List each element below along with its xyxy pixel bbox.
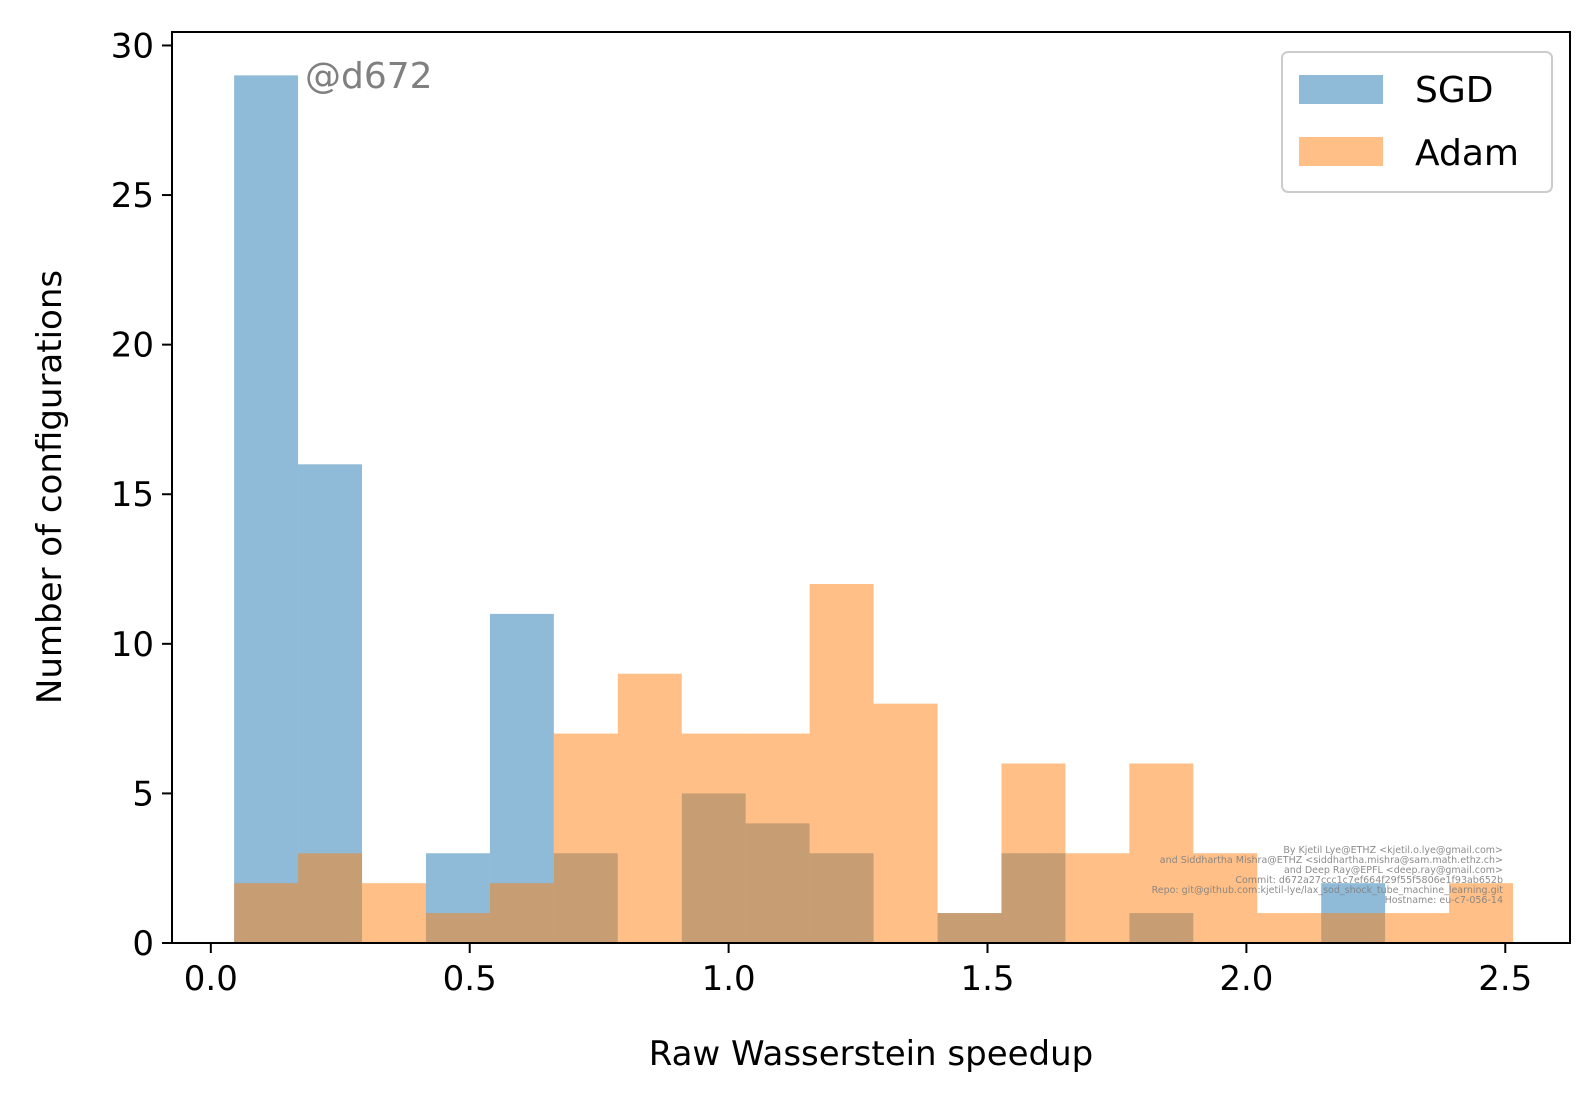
bar-adam-18 xyxy=(1385,913,1450,943)
legend-label-adam: Adam xyxy=(1415,133,1519,174)
bar-adam-1 xyxy=(298,853,363,943)
bar-adam-13 xyxy=(1065,853,1130,943)
credit-line-1: and Siddhartha Mishra@ETHZ <siddhartha.m… xyxy=(1160,855,1503,866)
x-tick-label-1: 0.5 xyxy=(443,959,497,999)
legend-swatch-sgd xyxy=(1299,75,1383,104)
y-tick-label-1: 5 xyxy=(132,774,154,814)
credits-block: By Kjetil Lye@ETHZ <kjetil.o.lye@gmail.c… xyxy=(1152,845,1504,906)
y-tick-label-0: 0 xyxy=(132,924,154,964)
x-tick-label-5: 2.5 xyxy=(1478,959,1532,999)
y-tick-label-5: 25 xyxy=(111,176,154,216)
bar-adam-0 xyxy=(234,883,299,943)
commit-tag-annotation: @d672 xyxy=(305,56,433,97)
credit-line-5: Hostname: eu-c7-056-14 xyxy=(1385,895,1503,906)
bar-adam-12 xyxy=(1001,763,1066,943)
x-tick-label-2: 1.0 xyxy=(702,959,756,999)
bar-adam-7 xyxy=(681,733,746,943)
credit-line-4: Repo: git@github.com:kjetil-lye/lax_sod_… xyxy=(1152,885,1504,896)
bar-adam-16 xyxy=(1257,913,1322,943)
x-tick-label-0: 0.0 xyxy=(184,959,238,999)
y-tick-label-4: 20 xyxy=(111,326,154,366)
bar-adam-19 xyxy=(1449,883,1514,943)
plot-frame xyxy=(171,31,1571,944)
bars-layer xyxy=(234,75,1514,943)
bar-adam-17 xyxy=(1321,913,1386,943)
legend: SGD Adam xyxy=(1281,51,1553,193)
y-tick-label-2: 10 xyxy=(111,625,154,665)
credit-line-3: Commit: d672a27ccc1c7ef664f29f55f5806e1f… xyxy=(1235,875,1503,886)
y-axis-ticks: 0 5 10 15 20 25 30 xyxy=(111,26,172,964)
legend-swatch-adam xyxy=(1299,137,1383,166)
bar-adam-9 xyxy=(809,583,874,943)
x-tick-label-4: 2.0 xyxy=(1219,959,1273,999)
y-tick-label-3: 15 xyxy=(111,475,154,515)
bar-adam-15 xyxy=(1193,853,1258,943)
credit-line-0: By Kjetil Lye@ETHZ <kjetil.o.lye@gmail.c… xyxy=(1283,845,1503,856)
y-tick-label-6: 30 xyxy=(111,26,154,66)
x-axis-label: Raw Wasserstein speedup xyxy=(649,1034,1094,1074)
bar-adam-10 xyxy=(873,703,938,943)
bar-adam-3 xyxy=(425,913,490,943)
y-axis-label: Number of configurations xyxy=(30,270,70,704)
bar-adam-11 xyxy=(937,913,1002,943)
bar-adam-5 xyxy=(553,733,618,943)
bar-adam-14 xyxy=(1129,763,1194,943)
bar-adam-6 xyxy=(617,673,682,943)
legend-label-sgd: SGD xyxy=(1415,70,1493,111)
bar-adam-2 xyxy=(362,883,426,943)
credit-line-2: and Deep Ray@EPFL <deep.ray@gmail.com> xyxy=(1284,865,1503,876)
bar-adam-8 xyxy=(745,733,810,943)
x-tick-label-3: 1.5 xyxy=(960,959,1014,999)
bar-adam-4 xyxy=(489,883,554,943)
bar-sgd-0 xyxy=(234,75,299,943)
x-axis-ticks: 0.0 0.5 1.0 1.5 2.0 2.5 xyxy=(184,943,1532,999)
